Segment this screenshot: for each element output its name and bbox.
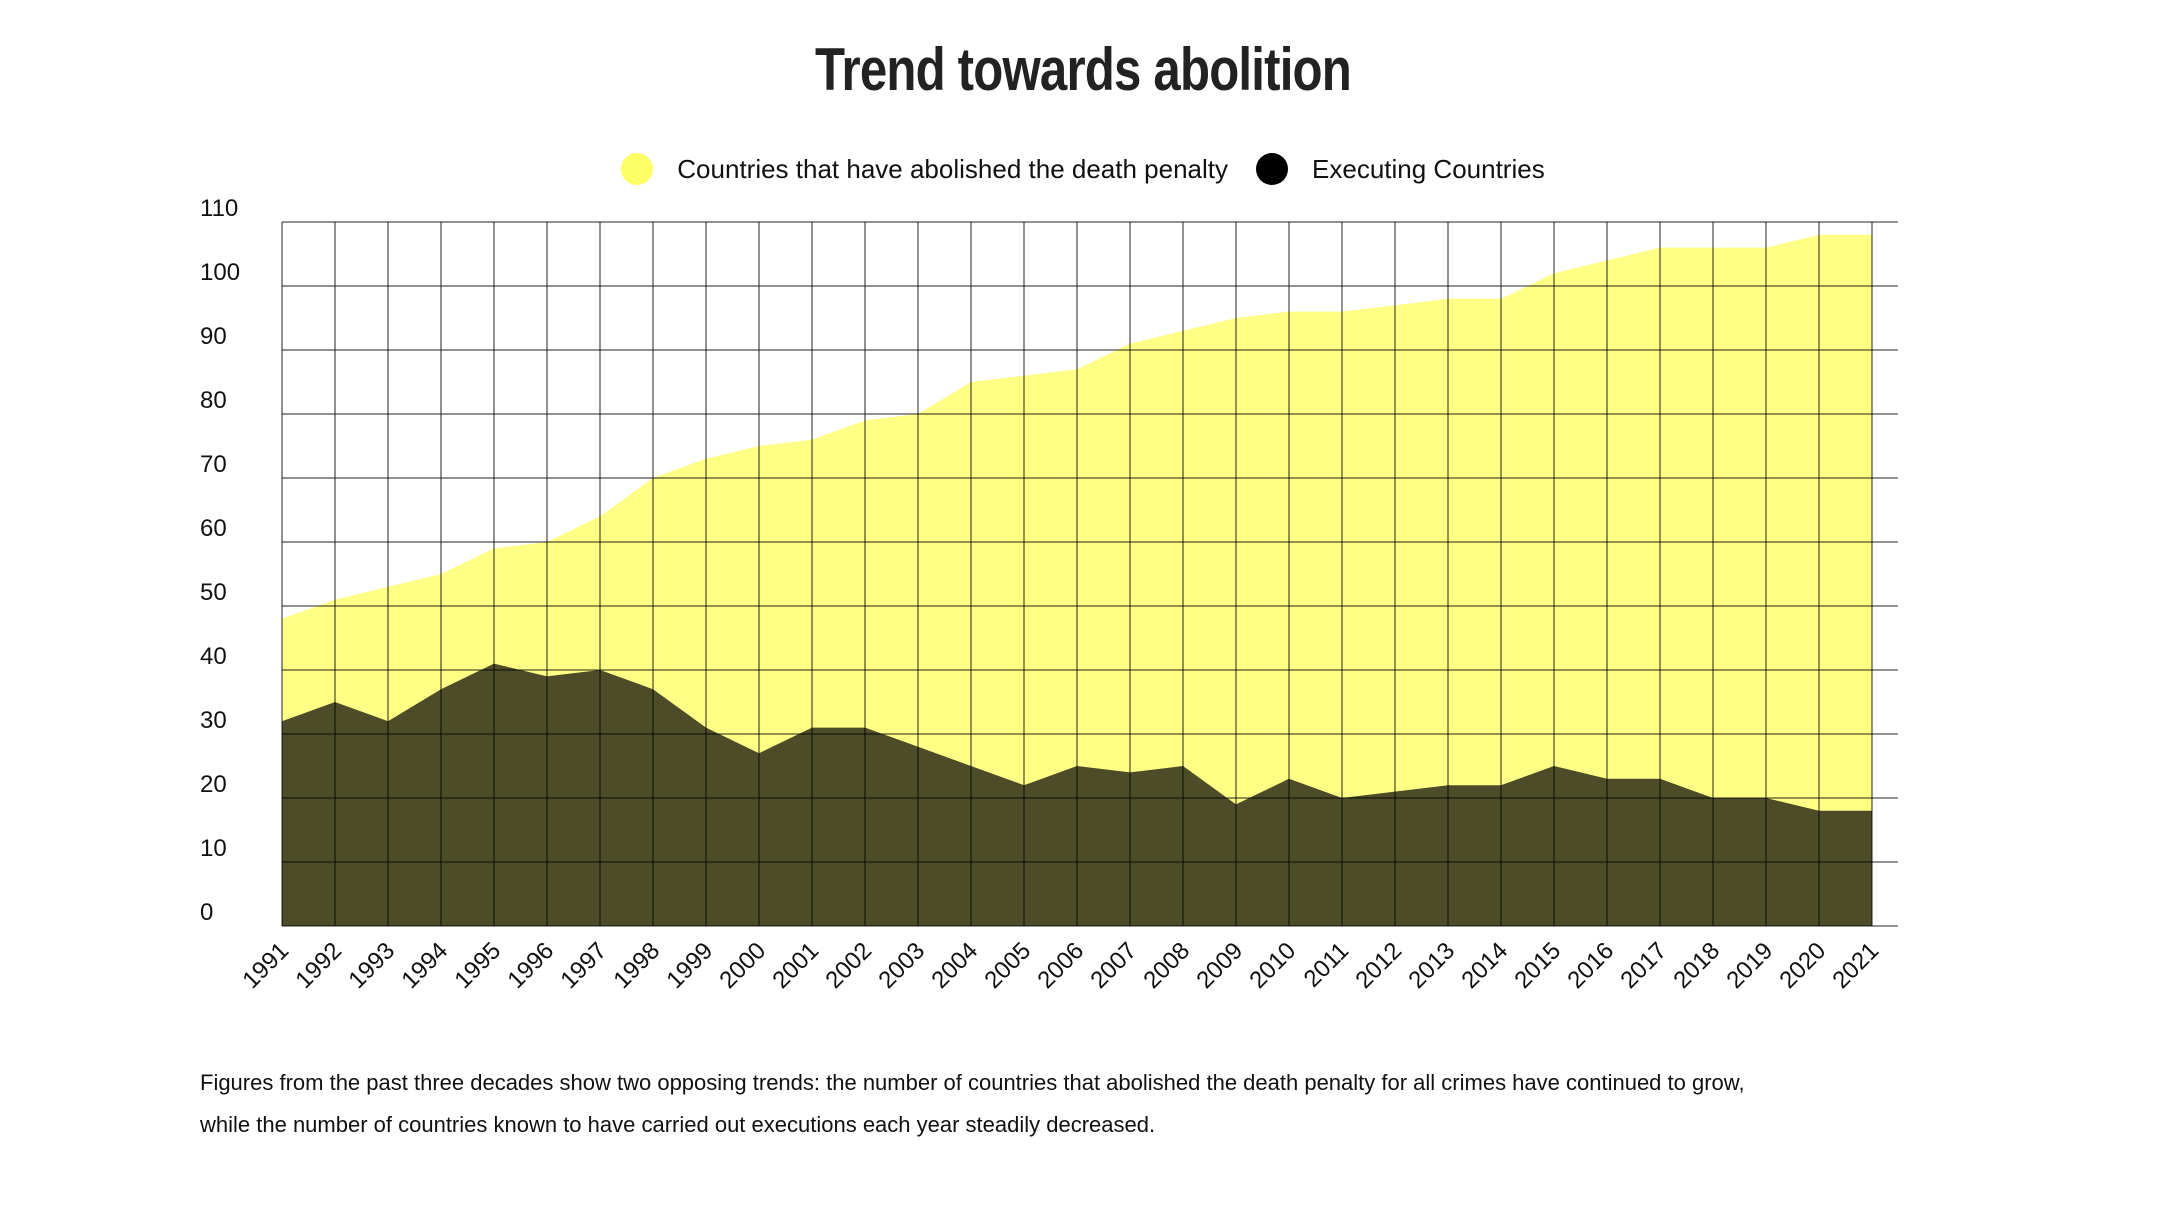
y-tick-label: 80 [200,387,227,414]
x-tick-label: 1996 [502,937,559,994]
legend-label-abolished: Countries that have abolished the death … [677,154,1229,184]
y-tick-label: 100 [200,259,240,286]
x-tick-label: 2011 [1299,937,1355,993]
x-tick-label: 2013 [1403,937,1460,994]
x-tick-label: 1994 [396,937,453,994]
y-tick-label: 50 [200,579,227,606]
x-tick-label: 2015 [1509,937,1566,994]
caption-line-2: while the number of countries known to h… [200,1112,1156,1137]
y-tick-label: 10 [200,835,227,862]
x-tick-label: 1993 [343,937,400,994]
x-tick-label: 2004 [926,937,983,994]
y-tick-label: 0 [200,899,213,926]
caption-line-1: Figures from the past three decades show… [200,1070,1745,1095]
y-tick-label: 110 [200,195,238,222]
x-tick-label: 2020 [1774,937,1831,994]
y-axis-tick-labels: 0 10 20 30 40 50 60 70 80 90 100 110 [200,195,240,926]
x-tick-label: 2003 [873,937,930,994]
y-tick-label: 70 [200,451,227,478]
x-tick-label: 2017 [1615,937,1672,994]
x-tick-label: 1997 [555,937,612,994]
legend-item-executing: Executing Countries [1256,152,1545,186]
x-tick-label: 2000 [714,937,771,994]
legend-swatch-abolished [621,153,654,185]
legend-label-executing: Executing Countries [1312,154,1545,184]
legend: Countries that have abolished the death … [0,152,2166,186]
x-tick-label: 1995 [449,937,506,994]
y-tick-label: 40 [200,643,227,670]
x-axis-tick-labels: 1991199219931994199519961997199819992000… [237,937,1884,994]
x-tick-label: 2021 [1827,937,1884,994]
legend-item-abolished: Countries that have abolished the death … [621,152,1228,186]
x-tick-label: 2001 [767,937,824,994]
x-tick-label: 2008 [1138,937,1195,994]
legend-swatch-executing [1256,153,1289,185]
x-tick-label: 2002 [820,937,877,994]
x-tick-label: 2014 [1456,937,1513,994]
y-tick-label: 60 [200,515,227,542]
x-tick-label: 2018 [1668,937,1725,994]
chart-caption: Figures from the past three decades show… [200,1062,1960,1146]
x-tick-label: 2006 [1032,937,1089,994]
chart-title: Trend towards abolition [814,36,1352,103]
x-tick-label: 1992 [290,937,347,994]
grid-layer [281,221,1898,927]
x-tick-label: 2005 [979,937,1036,994]
x-tick-label: 2007 [1085,937,1142,994]
y-tick-label: 20 [200,771,227,798]
x-tick-label: 2009 [1191,937,1248,994]
x-tick-label: 1991 [237,937,294,994]
y-tick-label: 90 [200,323,227,350]
x-tick-label: 1998 [608,937,665,994]
x-tick-label: 1999 [661,937,718,994]
x-tick-label: 2012 [1350,937,1407,994]
x-tick-label: 2016 [1562,937,1619,994]
x-tick-label: 2010 [1244,937,1301,994]
y-tick-label: 30 [200,707,227,734]
x-tick-label: 2019 [1721,937,1778,994]
